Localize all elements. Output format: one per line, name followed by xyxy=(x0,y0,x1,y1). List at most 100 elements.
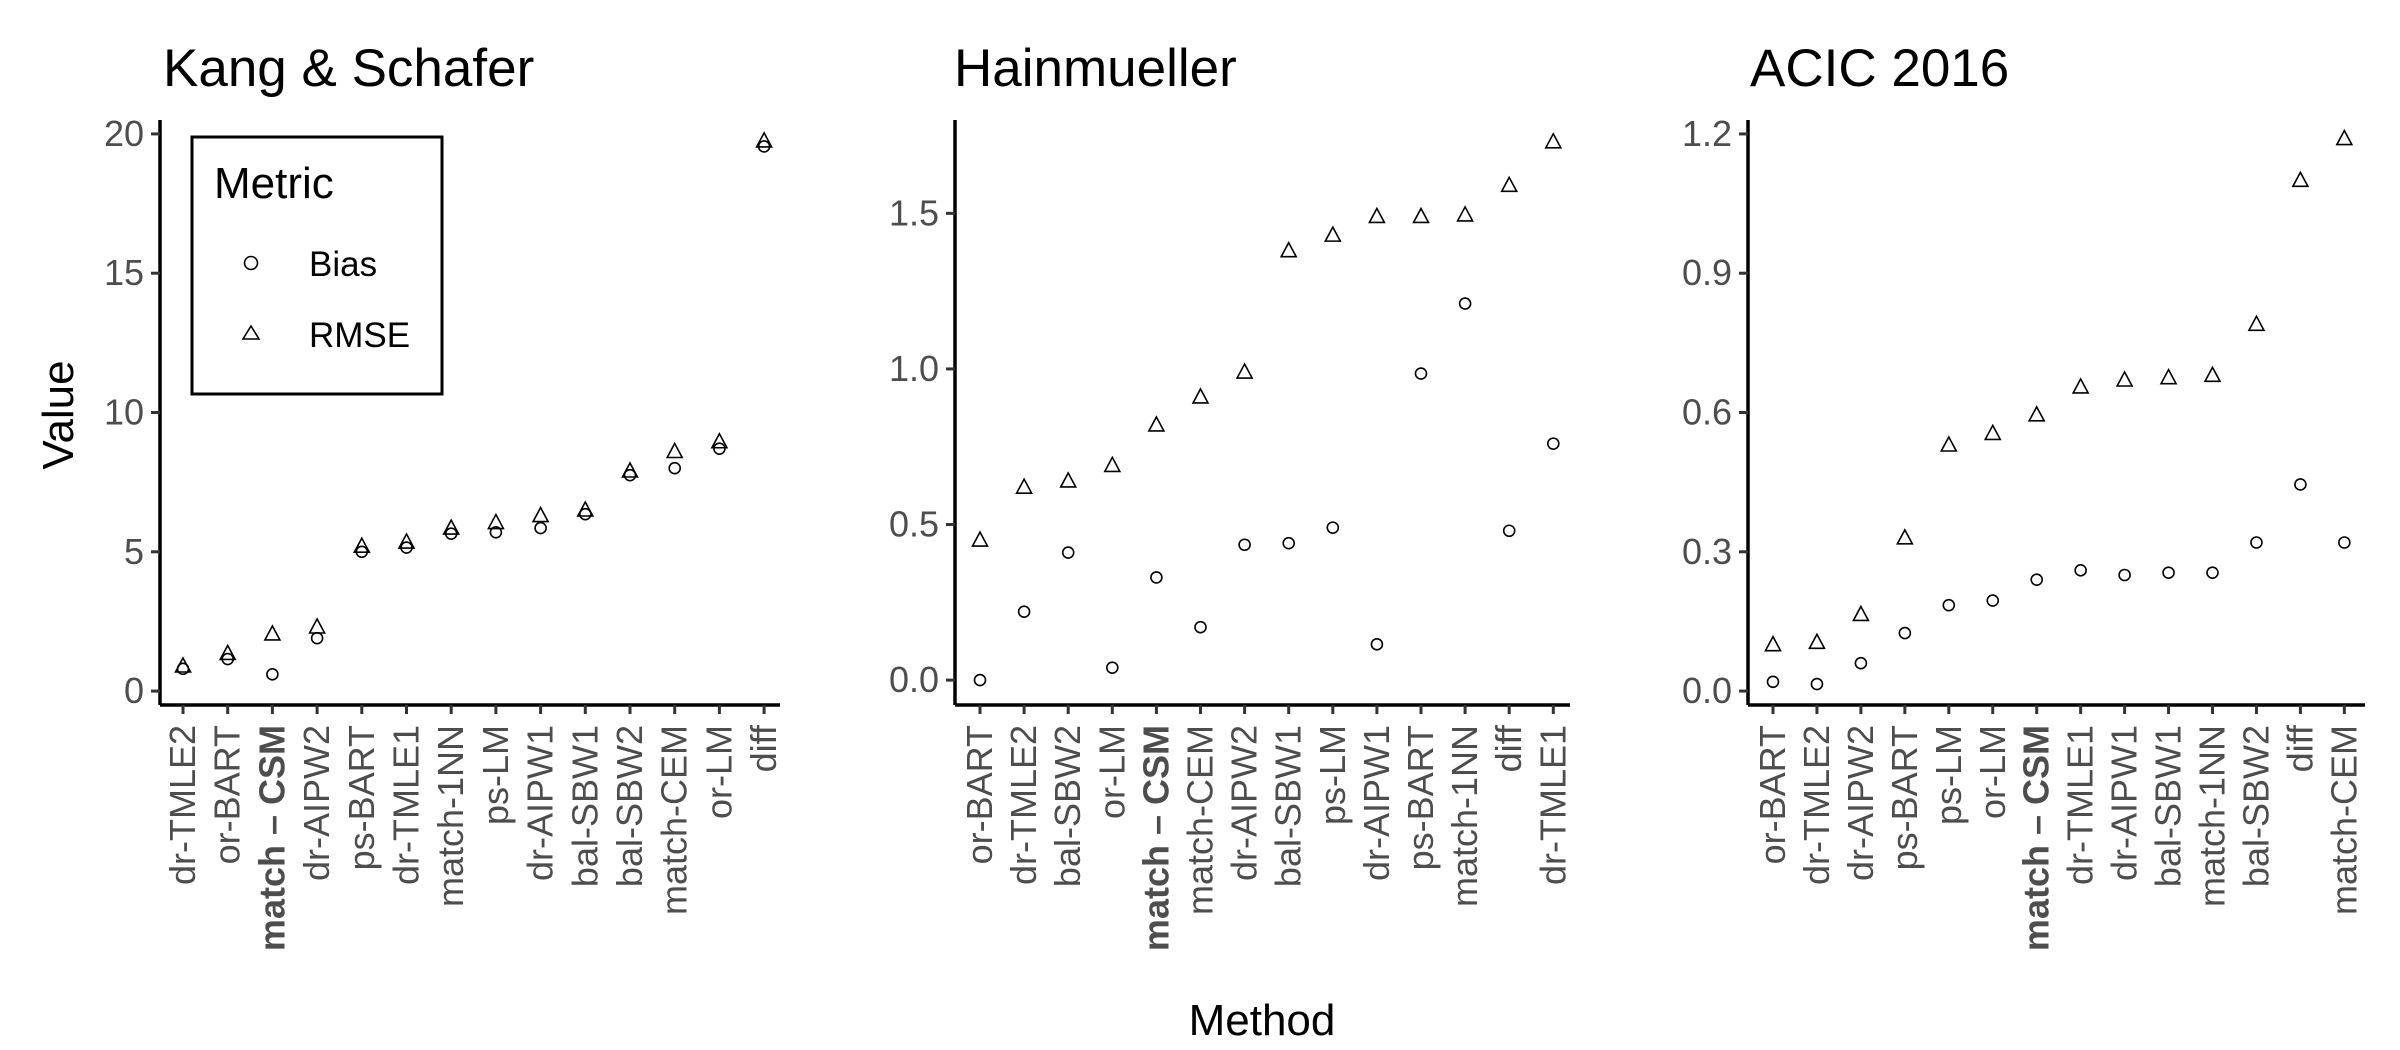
x-tick-label: dr-TMLE2 xyxy=(1003,725,1044,885)
bias-point xyxy=(1766,675,1780,689)
bias-point xyxy=(1942,598,1956,612)
y-tick-label: 20 xyxy=(104,113,144,154)
x-tick-label: dr-AIPW2 xyxy=(1224,725,1265,881)
x-tick-label: bal-SBW1 xyxy=(2148,725,2189,887)
x-tick-label: bal-SBW2 xyxy=(609,725,650,887)
rmse-point xyxy=(755,131,773,148)
legend-title: Metric xyxy=(214,159,334,208)
y-tick-label: 0.0 xyxy=(889,659,939,700)
rmse-point xyxy=(1279,240,1298,258)
y-tick-label: 1.0 xyxy=(889,348,939,389)
rmse-point xyxy=(174,656,192,673)
x-axis-title: Method xyxy=(1189,996,1336,1045)
bias-point xyxy=(489,525,503,539)
rmse-point xyxy=(1500,175,1519,193)
bias-point xyxy=(973,673,987,687)
x-tick-label: bal-SBW1 xyxy=(1268,725,1309,887)
bias-point xyxy=(2250,536,2263,549)
y-tick-label: 0 xyxy=(124,670,144,711)
bias-point xyxy=(1017,605,1031,618)
rmse-point xyxy=(1235,362,1254,379)
x-tick-label: or-BART xyxy=(207,725,248,864)
rmse-point xyxy=(2203,365,2222,383)
bias-point xyxy=(1061,546,1075,559)
y-tick-label: 5 xyxy=(124,531,144,572)
rmse-point xyxy=(621,461,639,478)
rmse-point xyxy=(1544,132,1563,149)
x-tick-label: diff xyxy=(743,724,784,772)
x-tick-label: match-CEM xyxy=(654,725,695,915)
y-tick-label: 0.3 xyxy=(1682,531,1732,572)
rmse-point xyxy=(2335,128,2354,146)
bias-point xyxy=(1547,437,1560,450)
x-tick-label: bal-SBW1 xyxy=(564,725,605,887)
rmse-point xyxy=(2115,370,2134,387)
rmse-point xyxy=(971,530,989,547)
rmse-point xyxy=(308,617,326,634)
x-tick-label: dr-TMLE1 xyxy=(2060,725,2101,885)
x-tick-label: ps-LM xyxy=(1312,725,1353,825)
x-tick-label: bal-SBW2 xyxy=(2235,725,2276,887)
bias-point xyxy=(310,631,324,645)
bias-point xyxy=(668,461,682,475)
x-tick-label: match-CEM xyxy=(2323,725,2364,915)
panel-title: Kang & Schafer xyxy=(163,39,534,98)
x-tick-label: diff xyxy=(2279,724,2320,772)
panel-title: Hainmueller xyxy=(954,39,1237,98)
rmse-point xyxy=(2291,170,2310,188)
x-tick-label: match-1NN xyxy=(2192,725,2233,907)
rmse-point xyxy=(2071,377,2090,394)
rmse-point xyxy=(1896,528,1914,545)
bias-point xyxy=(1326,521,1340,534)
x-tick-label: or-LM xyxy=(1091,725,1132,819)
x-tick-label: dr-AIPW2 xyxy=(296,725,337,881)
y-axis-title: Value xyxy=(34,360,83,469)
rmse-point xyxy=(1059,471,1078,488)
x-tick-label: dr-TMLE2 xyxy=(1796,725,1837,885)
x-tick-label: dr-AIPW2 xyxy=(1840,725,1881,881)
y-tick-label: 0.9 xyxy=(1682,252,1732,293)
bias-point xyxy=(2074,564,2087,577)
x-tick-label: or-BART xyxy=(1752,725,1793,864)
rmse-point xyxy=(2159,367,2178,385)
rmse-point xyxy=(442,518,461,535)
bias-point xyxy=(578,507,592,521)
bias-point xyxy=(1414,367,1428,380)
rmse-point xyxy=(1103,455,1122,473)
x-tick-label: match-1NN xyxy=(430,725,471,907)
bias-point xyxy=(2206,566,2219,579)
rmse-point xyxy=(710,432,729,449)
bias-point xyxy=(1150,571,1163,584)
rmse-point xyxy=(487,512,505,530)
rmse-point xyxy=(263,624,282,641)
panel-title: ACIC 2016 xyxy=(1750,39,2009,98)
bias-point xyxy=(2162,566,2175,579)
bias-point xyxy=(1282,536,1295,550)
y-tick-label: 0.0 xyxy=(1682,670,1732,711)
rmse-point xyxy=(1456,205,1474,222)
x-tick-label: bal-SBW2 xyxy=(1047,725,1088,887)
x-tick-label: dr-TMLE1 xyxy=(1532,725,1573,885)
bias-point xyxy=(1458,297,1472,310)
rmse-point xyxy=(218,643,237,661)
x-tick-label: match-1NN xyxy=(1444,725,1485,907)
bias-point xyxy=(1854,656,1868,670)
y-tick-label: 0.5 xyxy=(889,504,939,545)
bias-point xyxy=(1986,594,2000,607)
x-tick-label: or-LM xyxy=(1972,725,2013,819)
x-tick-label: dr-TMLE2 xyxy=(162,725,203,885)
rmse-point xyxy=(1015,477,1033,494)
bias-point xyxy=(1106,661,1119,674)
x-tick-label: or-BART xyxy=(959,725,1000,864)
x-tick-label: match – CSM xyxy=(2016,725,2057,951)
bias-point xyxy=(1194,620,1207,634)
rmse-point xyxy=(1191,387,1210,404)
bias-point xyxy=(1238,538,1251,552)
rmse-point xyxy=(2027,405,2046,422)
x-tick-label: match – CSM xyxy=(251,725,292,951)
bias-point xyxy=(1810,677,1824,691)
